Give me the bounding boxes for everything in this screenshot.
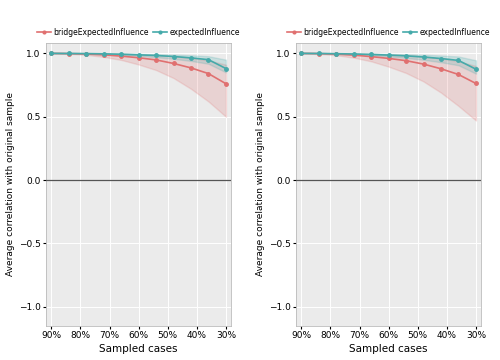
X-axis label: Sampled cases: Sampled cases: [350, 345, 428, 355]
Y-axis label: Average correlation with original sample: Average correlation with original sample: [256, 93, 264, 276]
Legend: bridgeExpectedInfluence, expectedInfluence: bridgeExpectedInfluence, expectedInfluen…: [288, 28, 490, 37]
Legend: bridgeExpectedInfluence, expectedInfluence: bridgeExpectedInfluence, expectedInfluen…: [38, 28, 240, 37]
X-axis label: Sampled cases: Sampled cases: [100, 345, 178, 355]
Y-axis label: Average correlation with original sample: Average correlation with original sample: [6, 93, 15, 276]
